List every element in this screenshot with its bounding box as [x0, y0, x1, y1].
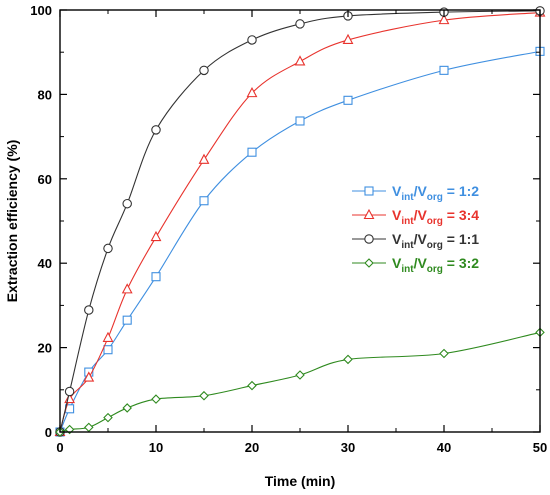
y-axis-title: Extraction efficiency (%) — [4, 140, 20, 303]
legend-marker — [364, 258, 374, 268]
y-tick-label: 0 — [45, 425, 52, 440]
data-point-ratio-1-2 — [199, 196, 209, 206]
data-point-ratio-1-1 — [64, 386, 75, 397]
x-tick-label: 20 — [245, 440, 259, 455]
legend-label: Vint/Vorg = 1:2 — [392, 183, 479, 203]
data-point-ratio-1-1 — [151, 125, 161, 135]
series-line-ratio-1-1 — [59, 10, 541, 433]
data-point-ratio-3-4 — [438, 13, 450, 25]
data-point-ratio-3-2 — [103, 412, 113, 423]
data-point-ratio-3-4 — [342, 33, 354, 45]
data-point-ratio-3-2 — [295, 370, 305, 380]
data-point-ratio-3-2 — [122, 403, 132, 413]
y-tick-label: 80 — [38, 87, 52, 102]
data-point-ratio-3-2 — [343, 354, 353, 365]
data-point-ratio-1-1 — [247, 35, 257, 45]
data-point-ratio-1-1 — [295, 19, 305, 29]
data-point-ratio-1-1 — [103, 243, 113, 254]
legend-label: Vint/Vorg = 3:4 — [392, 207, 479, 227]
data-point-ratio-1-2 — [151, 272, 161, 282]
data-point-ratio-3-2 — [151, 394, 161, 404]
x-tick-label: 10 — [149, 440, 163, 455]
legend-label: Vint/Vorg = 3:2 — [392, 255, 479, 275]
y-tick-label: 60 — [38, 172, 52, 187]
data-point-ratio-1-2 — [103, 345, 113, 355]
legend-label: Vint/Vorg = 1:1 — [392, 231, 479, 251]
x-tick-label: 30 — [341, 440, 355, 455]
data-point-ratio-3-2 — [247, 380, 257, 391]
legend-item-ratio-3-2: Vint/Vorg = 3:2 — [352, 255, 479, 275]
legend-marker — [363, 208, 375, 220]
series-line-ratio-3-2 — [59, 331, 541, 433]
plot-area — [54, 6, 546, 437]
data-point-ratio-1-2 — [247, 147, 257, 157]
legend-item-ratio-1-1: Vint/Vorg = 1:1 — [352, 231, 479, 251]
data-point-ratio-3-4 — [246, 86, 258, 98]
series-ratio-1-1 — [55, 6, 545, 437]
x-axis-title: Time (min) — [265, 473, 336, 489]
data-point-ratio-3-4 — [294, 55, 306, 66]
y-tick-label: 40 — [38, 256, 52, 271]
legend-item-ratio-3-4: Vint/Vorg = 3:4 — [352, 207, 479, 227]
data-point-ratio-1-1 — [84, 305, 94, 315]
x-tick-label: 40 — [437, 440, 451, 455]
data-point-ratio-3-4 — [83, 371, 95, 382]
data-point-ratio-3-4 — [150, 230, 162, 242]
data-point-ratio-1-2 — [295, 116, 305, 126]
data-point-ratio-3-4 — [121, 283, 133, 294]
data-point-ratio-1-1 — [199, 65, 209, 76]
data-point-ratio-3-4 — [102, 331, 114, 342]
data-point-ratio-3-2 — [84, 422, 94, 433]
data-point-ratio-3-2 — [439, 348, 449, 359]
legend: Vint/Vorg = 1:2 Vint/Vorg = 3:4 Vint/Vorg … — [352, 183, 479, 275]
data-point-ratio-1-2 — [439, 65, 449, 75]
legend-marker — [364, 234, 374, 244]
legend-item-ratio-1-2: Vint/Vorg = 1:2 — [352, 183, 479, 203]
data-point-ratio-1-1 — [122, 198, 132, 209]
x-tick-label: 50 — [533, 440, 547, 455]
data-point-ratio-3-2 — [199, 390, 209, 401]
x-tick-label: 0 — [56, 440, 63, 455]
data-point-ratio-1-2 — [122, 315, 132, 325]
y-tick-label: 100 — [30, 3, 52, 18]
data-point-ratio-1-2 — [343, 95, 353, 105]
y-tick-label: 20 — [38, 341, 52, 356]
legend-marker — [364, 186, 374, 196]
series-ratio-3-2 — [55, 327, 545, 437]
data-point-ratio-3-4 — [198, 153, 210, 164]
axes: 0 10 20 30 40 50 0 20 40 60 80 100 — [30, 3, 547, 455]
